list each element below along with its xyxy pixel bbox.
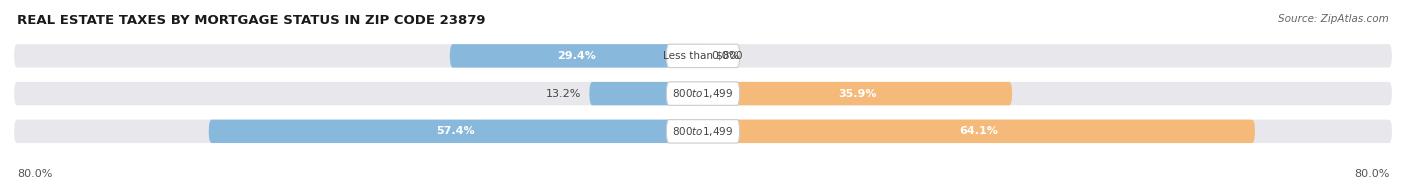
FancyBboxPatch shape [14,44,1392,67]
FancyBboxPatch shape [666,82,740,105]
Text: $800 to $1,499: $800 to $1,499 [672,87,734,100]
Text: REAL ESTATE TAXES BY MORTGAGE STATUS IN ZIP CODE 23879: REAL ESTATE TAXES BY MORTGAGE STATUS IN … [17,14,485,27]
FancyBboxPatch shape [14,82,1392,105]
FancyBboxPatch shape [666,120,740,143]
FancyBboxPatch shape [703,82,1012,105]
Text: Source: ZipAtlas.com: Source: ZipAtlas.com [1278,14,1389,24]
FancyBboxPatch shape [589,82,703,105]
Text: 64.1%: 64.1% [959,126,998,136]
Text: 35.9%: 35.9% [838,89,877,99]
FancyBboxPatch shape [450,44,703,67]
Text: $800 to $1,499: $800 to $1,499 [672,125,734,138]
Text: 13.2%: 13.2% [546,89,581,99]
Text: 57.4%: 57.4% [436,126,475,136]
FancyBboxPatch shape [14,120,1392,143]
Text: 29.4%: 29.4% [557,51,596,61]
FancyBboxPatch shape [703,120,1256,143]
Text: 80.0%: 80.0% [17,169,52,179]
Text: 80.0%: 80.0% [1354,169,1389,179]
Text: Less than $800: Less than $800 [664,51,742,61]
FancyBboxPatch shape [666,44,740,67]
Text: 0.0%: 0.0% [711,51,740,61]
FancyBboxPatch shape [208,120,703,143]
